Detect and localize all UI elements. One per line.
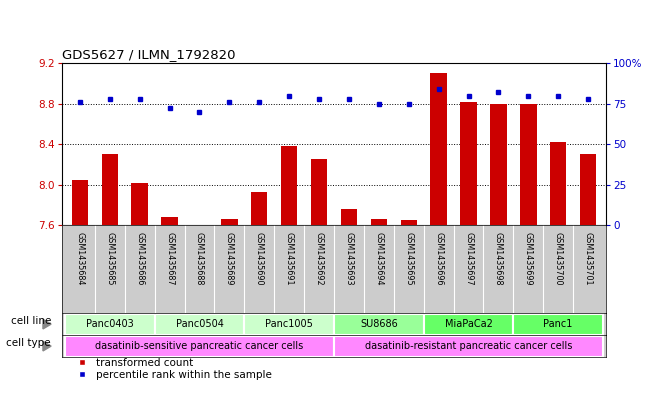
Bar [430,73,447,225]
Bar [251,192,268,225]
Text: GSM1435701: GSM1435701 [583,232,592,286]
Text: GSM1435696: GSM1435696 [434,232,443,286]
Text: cell line: cell line [11,316,51,327]
Bar [370,219,387,225]
Text: cell type: cell type [7,338,51,349]
Bar [460,101,477,225]
Text: SU8686: SU8686 [360,319,398,329]
Bar [65,314,155,335]
Bar [580,154,596,225]
Text: dasatinib-resistant pancreatic cancer cells: dasatinib-resistant pancreatic cancer ce… [365,341,572,351]
Text: GSM1435688: GSM1435688 [195,232,204,286]
Text: GSM1435694: GSM1435694 [374,232,383,286]
Bar [281,146,298,225]
Text: GDS5627 / ILMN_1792820: GDS5627 / ILMN_1792820 [62,48,236,61]
Text: GSM1435697: GSM1435697 [464,232,473,286]
Text: GSM1435693: GSM1435693 [344,232,353,286]
Text: GSM1435686: GSM1435686 [135,232,145,286]
Bar [161,217,178,225]
Text: GSM1435685: GSM1435685 [105,232,115,286]
Text: GSM1435692: GSM1435692 [314,232,324,286]
Text: GSM1435687: GSM1435687 [165,232,174,286]
Text: Panc0403: Panc0403 [86,319,133,329]
Bar [102,154,118,225]
Text: Panc1005: Panc1005 [265,319,313,329]
Text: dasatinib-sensitive pancreatic cancer cells: dasatinib-sensitive pancreatic cancer ce… [95,341,303,351]
Polygon shape [43,341,51,351]
Legend: transformed count, percentile rank within the sample: transformed count, percentile rank withi… [67,353,277,384]
Polygon shape [43,319,51,329]
Text: GSM1435691: GSM1435691 [284,232,294,286]
Bar [400,220,417,225]
Text: GSM1435684: GSM1435684 [76,232,85,286]
Bar [311,159,327,225]
Text: GSM1435690: GSM1435690 [255,232,264,286]
Text: Panc0504: Panc0504 [176,319,223,329]
Bar [334,314,424,335]
Text: GSM1435695: GSM1435695 [404,232,413,286]
Bar [550,142,566,225]
Text: GSM1435699: GSM1435699 [524,232,533,286]
Text: GSM1435689: GSM1435689 [225,232,234,286]
Text: GSM1435700: GSM1435700 [554,232,562,286]
Bar [334,336,603,357]
Bar [520,104,536,225]
Bar [244,314,334,335]
Bar [65,336,334,357]
Bar [340,209,357,225]
Bar [155,314,244,335]
Bar [72,180,88,225]
Bar [132,183,148,225]
Bar [514,314,603,335]
Text: MiaPaCa2: MiaPaCa2 [445,319,492,329]
Text: GSM1435698: GSM1435698 [494,232,503,286]
Bar [221,219,238,225]
Bar [490,104,506,225]
Text: Panc1: Panc1 [544,319,573,329]
Bar [424,314,514,335]
